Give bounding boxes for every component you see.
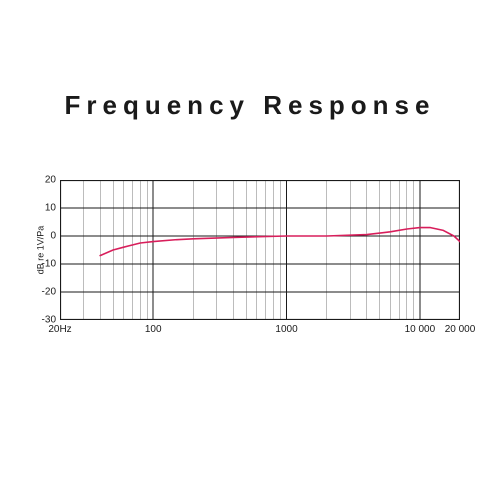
frequency-response-chart: dB re 1V/Pa 20Hz100100010 00020 00020100… — [60, 180, 460, 320]
y-tick-label: -30 — [30, 315, 56, 326]
y-tick-label: -20 — [30, 287, 56, 298]
x-tick-label: 100 — [145, 324, 162, 335]
x-tick-label: 1000 — [275, 324, 297, 335]
y-tick-label: 20 — [30, 175, 56, 186]
x-tick-label: 20Hz — [48, 324, 71, 335]
y-tick-label: 10 — [30, 203, 56, 214]
y-tick-label: -10 — [30, 259, 56, 270]
x-tick-label: 20 000 — [445, 324, 476, 335]
x-tick-label: 10 000 — [405, 324, 436, 335]
y-tick-label: 0 — [30, 231, 56, 242]
page: Frequency Response dB re 1V/Pa 20Hz10010… — [0, 0, 500, 500]
chart-svg — [60, 180, 460, 320]
page-title: Frequency Response — [0, 90, 500, 121]
